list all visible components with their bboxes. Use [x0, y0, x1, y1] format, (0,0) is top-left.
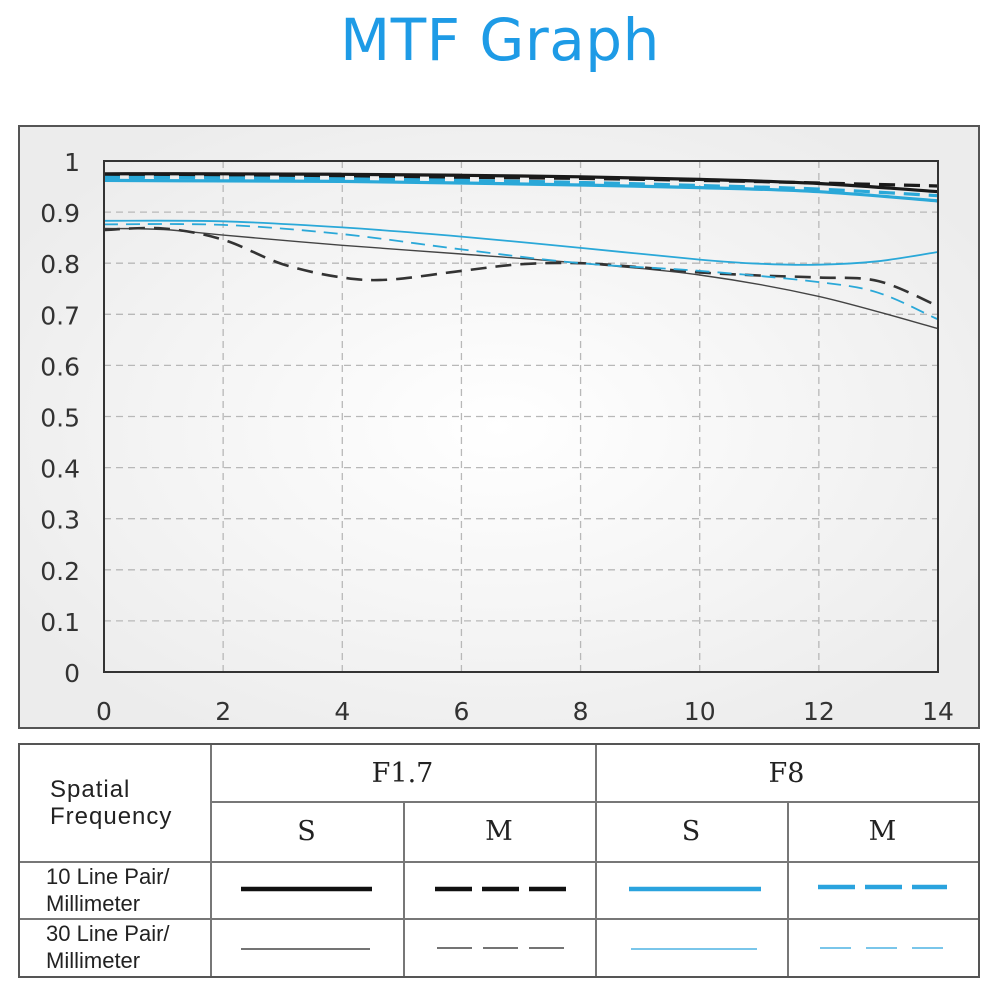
row-label-10lp: 10 Line Pair/ Millimeter [46, 863, 170, 916]
x-tick-label: 0 [96, 697, 112, 726]
col-header-s-f17: S [297, 815, 316, 847]
legend-divider [20, 918, 978, 920]
col-header-s-f8: S [681, 815, 701, 847]
legend-swatches [241, 884, 947, 950]
series-line-4 [103, 175, 939, 198]
col-header-m-f8: M [868, 815, 897, 847]
legend-table: Spatial Frequency F1.7 F8 S M S M 10 Lin… [18, 743, 980, 978]
x-tick-label: 8 [573, 697, 589, 726]
chart-title: MTF Graph [340, 6, 660, 74]
x-tick-label: 10 [684, 697, 716, 726]
col-header-m-f17: M [485, 815, 513, 847]
y-tick-label: 0.5 [40, 404, 80, 433]
legend-divider [210, 745, 212, 976]
legend-divider [595, 745, 597, 976]
legend-divider [403, 801, 405, 976]
x-tick-label: 12 [803, 697, 835, 726]
row-label-30lp: 30 Line Pair/ Millimeter [46, 921, 170, 973]
x-tick-label: 14 [922, 697, 954, 726]
y-tick-label: 0.4 [40, 455, 80, 484]
y-tick-label: 0.2 [40, 557, 80, 586]
series-line-2 [103, 174, 939, 188]
series-line-6 [103, 226, 939, 308]
group-header-f17: F1.7 [371, 757, 434, 789]
y-tick-label: 0.7 [40, 301, 80, 330]
legend-divider [20, 861, 978, 863]
series-line-5 [103, 227, 939, 330]
y-tick-label: 1 [64, 148, 80, 177]
x-tick-label: 4 [334, 697, 350, 726]
series-line-3 [103, 178, 939, 203]
group-header-f8: F8 [768, 757, 805, 789]
legend-divider [787, 801, 789, 976]
x-tick-label: 2 [215, 697, 231, 726]
y-tick-label: 0 [64, 659, 80, 688]
series-line-7 [103, 219, 939, 266]
x-tick-label: 6 [453, 697, 469, 726]
y-tick-label: 0.8 [40, 250, 80, 279]
legend-divider [210, 801, 978, 803]
chart-panel: 0 0.1 0.2 0.3 0.4 0.5 0.6 0.7 0.8 0.9 1 0 2 4 6 8 10 12 14 [18, 125, 980, 729]
y-tick-label: 0.1 [40, 608, 80, 637]
y-tick-label: 0.9 [40, 199, 80, 228]
spatial-frequency-label: Spatial Frequency [50, 776, 173, 830]
series-line-8 [103, 223, 939, 321]
y-tick-label: 0.6 [40, 352, 80, 381]
mtf-chart: 00.10.20.30.40.50.60.70.80.910 2 4 6 8 10 12 14 [20, 127, 978, 727]
y-tick-label: 0.3 [40, 506, 80, 535]
